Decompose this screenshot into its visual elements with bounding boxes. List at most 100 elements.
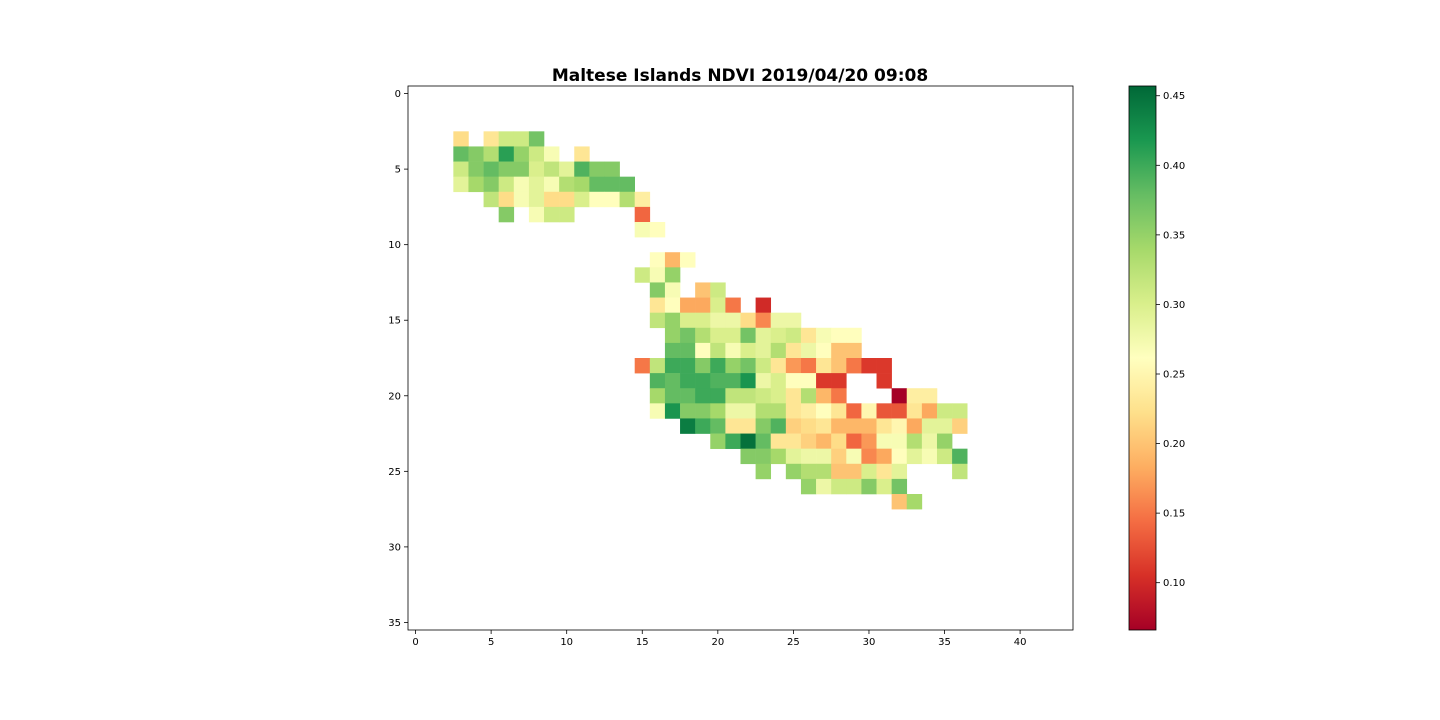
heatmap-cell [664, 342, 681, 359]
heatmap-cell [921, 418, 938, 434]
heatmap-cell [680, 312, 696, 329]
heatmap-cell [559, 191, 575, 208]
heatmap-cell [740, 358, 756, 374]
heatmap-cell [528, 176, 545, 193]
heatmap-cell [649, 388, 666, 404]
heatmap-cell [891, 463, 908, 480]
heatmap-cell [604, 176, 620, 193]
heatmap-cell [876, 403, 892, 419]
heatmap-cell [453, 131, 469, 147]
heatmap-cell [861, 358, 877, 374]
heatmap-cell [831, 418, 847, 434]
heatmap-cell [906, 388, 923, 404]
heatmap-cell [634, 358, 651, 374]
heatmap-cell [664, 358, 681, 374]
y-tick-label: 5 [395, 165, 401, 176]
heatmap-cell [634, 206, 651, 223]
heatmap-cell [846, 342, 862, 359]
heatmap-cell [725, 327, 741, 344]
heatmap-cell [785, 418, 802, 434]
heatmap-cell [740, 418, 756, 434]
heatmap-cell [680, 358, 696, 374]
heatmap-cell [695, 327, 711, 344]
heatmap-cell [649, 222, 666, 238]
heatmap-cell [574, 176, 590, 193]
heatmap-cell [483, 131, 499, 147]
heatmap-cell [528, 206, 545, 223]
heatmap-cell [649, 267, 666, 283]
heatmap-cell [846, 478, 862, 495]
x-tick-label: 5 [488, 637, 494, 648]
heatmap-cell [816, 403, 832, 419]
heatmap-cell [785, 388, 802, 404]
x-tick-label: 0 [412, 637, 418, 648]
heatmap-cell [740, 342, 756, 359]
heatmap-cell [952, 418, 968, 434]
heatmap-cell [816, 327, 832, 344]
heatmap-cell [770, 327, 787, 344]
heatmap-cell [891, 418, 908, 434]
heatmap-cell [589, 191, 605, 208]
heatmap-cell [785, 448, 802, 465]
y-tick-label: 35 [388, 618, 401, 629]
heatmap-cell [800, 433, 817, 449]
colorbar-tick-label: 0.20 [1163, 439, 1185, 450]
heatmap-cell [740, 388, 756, 404]
heatmap-cell [906, 433, 923, 449]
y-axis: 0 5 10 15 20 25 30 35 [388, 89, 408, 629]
heatmap-cell [921, 388, 938, 404]
heatmap-cell [831, 327, 847, 344]
heatmap-cell [453, 161, 469, 177]
heatmap-cell [861, 448, 877, 465]
heatmap-cell [876, 448, 892, 465]
heatmap-plot-area: 0 5 10 15 20 25 30 35 40 0 5 10 15 20 25 30 35 [388, 85, 1074, 648]
plot-frame [407, 85, 1074, 631]
heatmap-cell [664, 373, 681, 389]
heatmap-cell [740, 327, 756, 344]
heatmap-cell [785, 342, 802, 359]
heatmap-cell [831, 463, 847, 480]
heatmap-cell [589, 161, 605, 177]
heatmap-cell [710, 312, 726, 329]
heatmap-cell [831, 448, 847, 465]
heatmap-cell [468, 161, 484, 177]
heatmap-cell [876, 463, 892, 480]
heatmap-cell [680, 297, 696, 313]
colorbar-tick-label: 0.10 [1163, 578, 1185, 589]
heatmap-cell [649, 282, 666, 298]
heatmap-cell [936, 448, 953, 465]
heatmap-cell [770, 448, 787, 465]
heatmap-cell [785, 463, 802, 480]
heatmap-cell [589, 176, 605, 193]
heatmap-cell [846, 448, 862, 465]
heatmap-cell [785, 312, 802, 329]
heatmap-cell [740, 373, 756, 389]
heatmap-cell [952, 463, 968, 480]
heatmap-cell [755, 418, 772, 434]
heatmap-cell [574, 161, 590, 177]
heatmap-cell [725, 358, 741, 374]
heatmap-cell [513, 131, 530, 147]
x-tick-label: 10 [560, 637, 573, 648]
heatmap-cell [952, 403, 968, 419]
heatmap-cell [528, 161, 545, 177]
heatmap-cell [710, 433, 726, 449]
heatmap-cell [846, 327, 862, 344]
heatmap-cell [876, 433, 892, 449]
heatmap-cell [770, 418, 787, 434]
heatmap-cell [710, 358, 726, 374]
heatmap-cell [816, 388, 832, 404]
heatmap-cell [695, 403, 711, 419]
heatmap-cell [544, 161, 560, 177]
heatmap-cell [695, 342, 711, 359]
heatmap-cell [816, 463, 832, 480]
heatmap-cell [710, 342, 726, 359]
colorbar-tick-label: 0.45 [1163, 91, 1185, 102]
heatmap-cell [785, 373, 802, 389]
heatmap-cell [544, 191, 560, 208]
heatmap-cell [861, 463, 877, 480]
heatmap-cell [770, 388, 787, 404]
heatmap-cell [559, 176, 575, 193]
heatmap-cell [680, 388, 696, 404]
heatmap-cell [664, 327, 681, 344]
